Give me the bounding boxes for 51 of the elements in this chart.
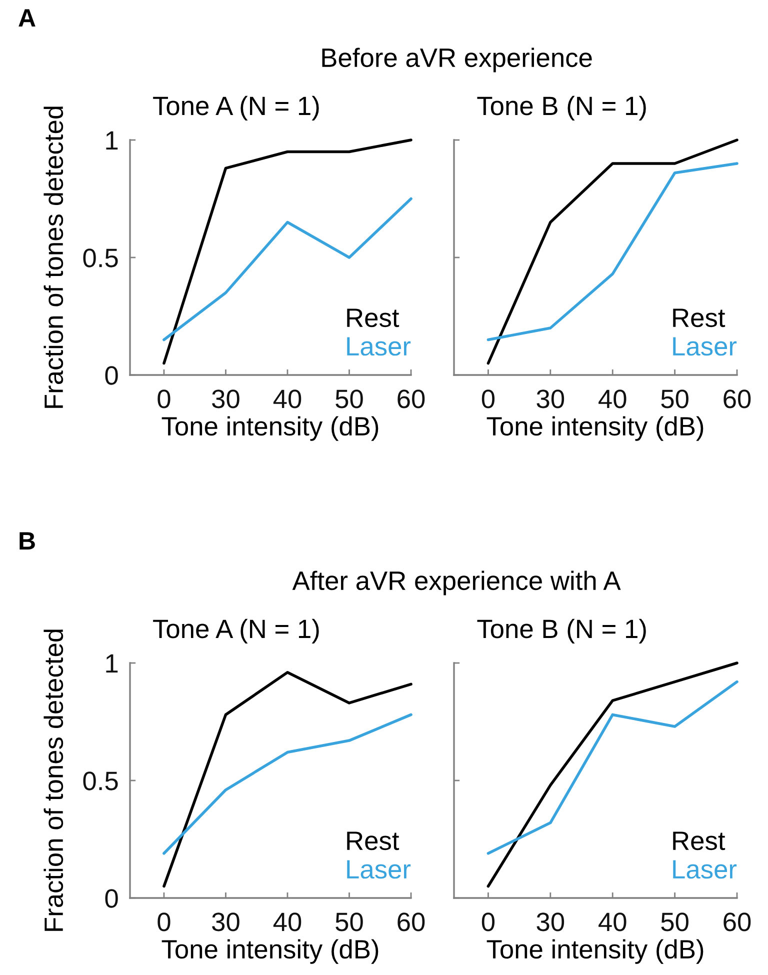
line-series bbox=[162, 713, 412, 855]
x-tick-label: 30 bbox=[536, 912, 564, 932]
x-tick-label: 60 bbox=[724, 912, 751, 932]
text: Laser bbox=[673, 860, 737, 879]
x-tick-label: 40 bbox=[273, 912, 302, 932]
x-tick-label: 50 bbox=[661, 912, 688, 932]
x-tick-label: 50 bbox=[336, 912, 363, 932]
y-tick-label: 0.5 bbox=[83, 772, 118, 790]
y-axis-title: Fraction of tones detected bbox=[44, 630, 64, 931]
x-axis-title: Tone intensity (dB) bbox=[486, 416, 704, 441]
y-tick-label: 0 bbox=[105, 889, 118, 908]
x-tick-label: 30 bbox=[536, 390, 564, 408]
x-axis-title: Tone intensity (dB) bbox=[486, 939, 704, 964]
x-tick-label: 60 bbox=[398, 912, 425, 932]
y-tick-label: 1 bbox=[106, 131, 118, 150]
chart-title: Tone A (N = 1) bbox=[153, 96, 319, 120]
x-tick-label: 30 bbox=[212, 912, 240, 932]
text: After aVR experience with A bbox=[292, 570, 621, 596]
x-axis-title: Tone intensity (dB) bbox=[162, 416, 378, 441]
y-tick-label: 0.5 bbox=[83, 248, 118, 268]
chart-title: Tone A (N = 1) bbox=[153, 618, 319, 644]
text: Rest bbox=[347, 308, 400, 328]
text: Rest bbox=[673, 308, 726, 328]
y-tick-label: 1 bbox=[106, 654, 118, 673]
chart-title: Tone B (N = 1) bbox=[477, 96, 646, 120]
line-series bbox=[162, 671, 412, 888]
chart-title: Tone B (N = 1) bbox=[477, 618, 646, 644]
text: Before aVR experience bbox=[322, 48, 592, 72]
x-tick-label: 60 bbox=[398, 390, 425, 408]
text: Laser bbox=[347, 860, 411, 879]
x-tick-label: 40 bbox=[598, 912, 626, 932]
text: Rest bbox=[673, 832, 726, 850]
x-tick-label: 0 bbox=[158, 390, 170, 408]
x-tick-label: 40 bbox=[598, 390, 626, 408]
x-tick-label: 30 bbox=[212, 390, 240, 408]
y-tick-label: 0 bbox=[105, 366, 118, 385]
text: Rest bbox=[347, 832, 400, 850]
x-tick-label: 50 bbox=[661, 390, 688, 408]
x-tick-label: 0 bbox=[482, 912, 495, 932]
x-axis-title: Tone intensity (dB) bbox=[162, 939, 378, 964]
text: Laser bbox=[673, 337, 737, 356]
x-tick-label: 60 bbox=[724, 390, 751, 408]
x-tick-label: 0 bbox=[482, 390, 495, 408]
x-tick-label: 40 bbox=[273, 390, 302, 408]
text: B bbox=[20, 532, 35, 550]
x-tick-label: 50 bbox=[336, 390, 363, 408]
x-tick-label: 0 bbox=[158, 912, 170, 932]
text: A bbox=[18, 9, 36, 26]
text: Laser bbox=[347, 337, 411, 356]
line-series bbox=[162, 138, 412, 365]
y-axis-title: Fraction of tones detected bbox=[44, 106, 64, 408]
